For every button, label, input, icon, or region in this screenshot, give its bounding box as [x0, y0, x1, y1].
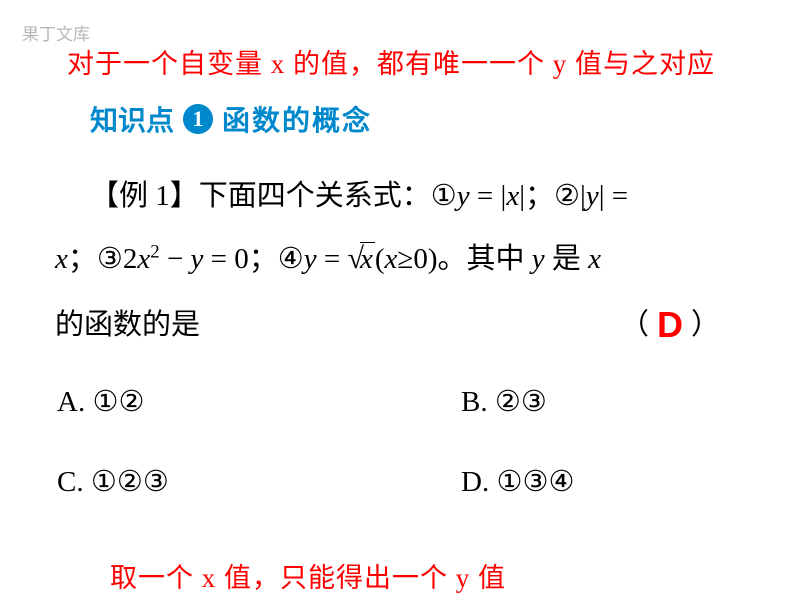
- knowledge-point-number: 1: [183, 104, 213, 134]
- example-label: 【例 1】: [90, 180, 199, 212]
- relation-4-sqrt: √x: [348, 229, 375, 289]
- tail-text-2: 是: [545, 243, 589, 275]
- option-d: D. ①③④: [401, 453, 745, 511]
- relation-1-close: |；: [519, 180, 554, 212]
- paren-open: （: [620, 296, 649, 354]
- page-content: 对于一个自变量 x 的值，都有唯一一个 y 值与之对应 知识点 1 函数的概念 …: [55, 42, 745, 595]
- relation-3-minus: −: [160, 243, 191, 275]
- answer-bracket: （ D ）: [595, 289, 745, 361]
- relation-1-var-x: x: [506, 180, 519, 212]
- example-line-2: x；③2x2 − y = 0；④y = √x(x≥0)。其中 y 是 x: [55, 229, 745, 289]
- section-header: 知识点 1 函数的概念: [90, 99, 745, 139]
- relation-4-eq: =: [317, 243, 348, 275]
- relation-4-cond-var: x: [385, 243, 398, 275]
- relation-3-exponent: 2: [150, 241, 159, 262]
- tail-var-x: x: [588, 243, 601, 275]
- knowledge-point-label: 知识点: [90, 105, 174, 136]
- answer-letter: D: [649, 289, 691, 361]
- relation-3-var-y: y: [191, 243, 204, 275]
- relation-4-num: ④: [278, 243, 304, 275]
- tail-text-1: 。其中: [437, 243, 531, 275]
- relation-3-coef: 2: [123, 243, 138, 275]
- relation-3-num: ③: [97, 243, 123, 275]
- relation-4-lhs: y: [304, 243, 317, 275]
- paren-close: ）: [691, 296, 720, 354]
- relation-3-rhs: = 0；: [203, 243, 277, 275]
- example-intro: 下面四个关系式：: [199, 180, 431, 212]
- options-grid: A. ①② B. ②③ C. ①②③ D. ①③④: [57, 373, 745, 511]
- relation-4-cond: ≥0): [397, 243, 437, 275]
- relation-2-num: ②: [554, 180, 580, 212]
- example-block: 【例 1】下面四个关系式：①y = |x|；②|y| = x；③2x2 − y …: [55, 167, 745, 511]
- relation-2-end: ；: [68, 243, 97, 275]
- relation-3-var-x: x: [137, 243, 150, 275]
- relation-1-num: ①: [431, 180, 457, 212]
- question-text: 的函数的是: [55, 296, 200, 354]
- tail-var-y: y: [532, 243, 545, 275]
- option-b: B. ②③: [401, 373, 745, 431]
- relation-1-eq: = |: [470, 180, 507, 212]
- option-a: A. ①②: [57, 373, 401, 431]
- annotation-bottom: 取一个 x 值，只能得出一个 y 值: [110, 556, 745, 595]
- example-line-3: 的函数的是 （ D ）: [55, 289, 745, 361]
- example-line-1: 【例 1】下面四个关系式：①y = |x|；②|y| =: [90, 167, 745, 225]
- relation-4-sqrt-var: x: [360, 242, 375, 275]
- relation-2-rhs: x: [55, 243, 68, 275]
- relation-2-abs-close: | =: [599, 180, 628, 212]
- relation-2-var-y: y: [586, 180, 599, 212]
- knowledge-point-title: 函数的概念: [222, 105, 372, 136]
- option-c: C. ①②③: [57, 453, 401, 511]
- relation-1-var-y: y: [457, 180, 470, 212]
- annotation-top: 对于一个自变量 x 的值，都有唯一一个 y 值与之对应: [67, 42, 745, 81]
- relation-4-cond-open: (: [375, 243, 385, 275]
